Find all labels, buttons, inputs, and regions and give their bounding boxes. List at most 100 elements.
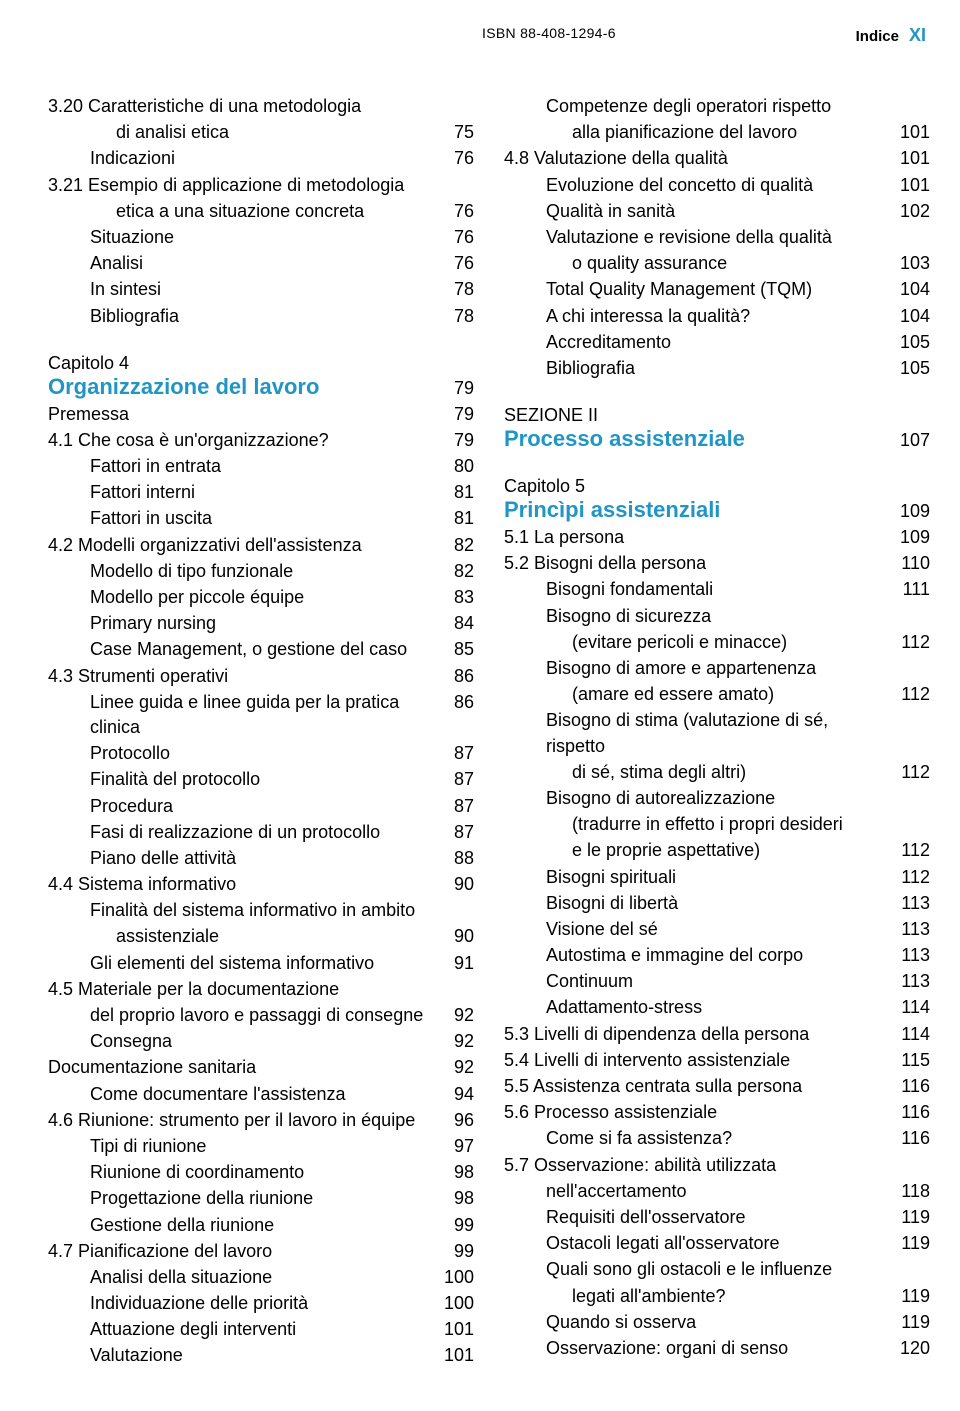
toc-entry: del proprio lavoro e passaggi di consegn… — [48, 1003, 474, 1028]
toc-entry-page: 81 — [432, 480, 474, 505]
toc-entry-page: 78 — [432, 304, 474, 329]
toc-entry-page: 94 — [432, 1082, 474, 1107]
toc-entry: A chi interessa la qualità?104 — [504, 304, 930, 329]
toc-entry-label: Bisogno di stima (valutazione di sé, ris… — [546, 708, 888, 758]
toc-entry: Bisogno di amore e appartenenza — [504, 656, 930, 681]
toc-entry-label: Qualità in sanità — [546, 199, 888, 224]
toc-entry: Continuum113 — [504, 969, 930, 994]
toc-entry-label: Bisogno di amore e appartenenza — [546, 656, 888, 681]
toc-entry: (evitare pericoli e minacce)112 — [504, 630, 930, 655]
toc-entry: Modello per piccole équipe83 — [48, 585, 474, 610]
toc-entry-label: e le proprie aspettative) — [572, 838, 888, 863]
toc-entry-page: 75 — [432, 120, 474, 145]
toc-entry-label: di sé, stima degli altri) — [572, 760, 888, 785]
toc-entry: Gestione della riunione99 — [48, 1213, 474, 1238]
toc-entry-page: 79 — [432, 402, 474, 427]
chapter-label: Capitolo 4 — [48, 353, 474, 374]
toc-entry-label: Come si fa assistenza? — [546, 1126, 888, 1151]
toc-entry-label: Primary nursing — [90, 611, 432, 636]
chapter-title-page: 79 — [454, 378, 474, 399]
toc-entry: 3.20 Caratteristiche di una metodologia — [48, 94, 474, 119]
toc-entry: Bisogni fondamentali111 — [504, 577, 930, 602]
toc-entry-page: 90 — [432, 872, 474, 897]
toc-entry: 4.1 Che cosa è un'organizzazione?79 — [48, 428, 474, 453]
toc-entry-page: 97 — [432, 1134, 474, 1159]
toc-entry-label: Total Quality Management (TQM) — [546, 277, 888, 302]
toc-entry-label: Protocollo — [90, 741, 432, 766]
toc-entry: legati all'ambiente?119 — [504, 1284, 930, 1309]
toc-entry-page: 86 — [432, 690, 474, 715]
toc-entry-page: 92 — [432, 1055, 474, 1080]
toc-entry-label: Ostacoli legati all'osservatore — [546, 1231, 888, 1256]
toc-entry-page: 118 — [888, 1179, 930, 1204]
toc-entry-page: 90 — [432, 924, 474, 949]
toc-entry: Fattori in entrata80 — [48, 454, 474, 479]
toc-entry-page: 76 — [432, 225, 474, 250]
toc-entry: Consegna92 — [48, 1029, 474, 1054]
toc-entry-label: Quali sono gli ostacoli e le influenze — [546, 1257, 888, 1282]
toc-entry-label: Fattori interni — [90, 480, 432, 505]
toc-entry: Indicazioni76 — [48, 146, 474, 171]
section-label: SEZIONE II — [504, 405, 930, 426]
toc-entry-label: Bisogno di sicurezza — [546, 604, 888, 629]
toc-entry-label: alla pianificazione del lavoro — [572, 120, 888, 145]
toc-entry-page: 87 — [432, 820, 474, 845]
toc-entry: 5.3 Livelli di dipendenza della persona1… — [504, 1022, 930, 1047]
toc-entry-page: 99 — [432, 1213, 474, 1238]
toc-entry: 4.2 Modelli organizzativi dell'assistenz… — [48, 533, 474, 558]
toc-entry: Progettazione della riunione98 — [48, 1186, 474, 1211]
toc-entry-label: Analisi — [90, 251, 432, 276]
chapter-title-text: Organizzazione del lavoro — [48, 374, 319, 400]
toc-entry-label: Accreditamento — [546, 330, 888, 355]
toc-entry-label: legati all'ambiente? — [572, 1284, 888, 1309]
toc-entry-page: 79 — [432, 428, 474, 453]
toc-entry-page: 78 — [432, 277, 474, 302]
toc-entry-page: 111 — [888, 577, 930, 602]
toc-entry-label: 5.4 Livelli di intervento assistenziale — [504, 1048, 888, 1073]
toc-columns: 3.20 Caratteristiche di una metodologia d… — [48, 94, 930, 1370]
toc-entry-label: 4.3 Strumenti operativi — [48, 664, 432, 689]
toc-entry-page: 119 — [888, 1205, 930, 1230]
toc-entry: Analisi76 — [48, 251, 474, 276]
toc-entry: Total Quality Management (TQM)104 — [504, 277, 930, 302]
toc-entry-label: 5.3 Livelli di dipendenza della persona — [504, 1022, 888, 1047]
toc-entry-page: 102 — [888, 199, 930, 224]
toc-entry: Competenze degli operatori rispetto — [504, 94, 930, 119]
toc-entry-page: 100 — [432, 1291, 474, 1316]
toc-entry-page: 92 — [432, 1003, 474, 1028]
toc-entry-label: 5.7 Osservazione: abilità utilizzata — [504, 1153, 888, 1178]
toc-entry-page: 86 — [432, 664, 474, 689]
toc-entry-page: 101 — [888, 120, 930, 145]
toc-entry: Linee guida e linee guida per la pratica… — [48, 690, 474, 740]
toc-entry: (tradurre in effetto i propri desideri — [504, 812, 930, 837]
page-header: ISBN 88-408-1294-6 Indice XI — [48, 25, 930, 46]
toc-entry-page: 98 — [432, 1186, 474, 1211]
toc-entry-label: del proprio lavoro e passaggi di consegn… — [90, 1003, 432, 1028]
toc-entry-page: 115 — [888, 1048, 930, 1073]
chapter-title: Organizzazione del lavoro 79 — [48, 374, 474, 400]
toc-entry-label: Consegna — [90, 1029, 432, 1054]
toc-entry-page: 101 — [432, 1343, 474, 1368]
toc-entry: 3.21 Esempio di applicazione di metodolo… — [48, 173, 474, 198]
toc-entry-label: 3.20 Caratteristiche di una metodologia — [48, 94, 432, 119]
toc-entry-label: Bibliografia — [546, 356, 888, 381]
toc-entry-page: 91 — [432, 951, 474, 976]
toc-entry-label: Riunione di coordinamento — [90, 1160, 432, 1185]
toc-entry-label: Fasi di realizzazione di un protocollo — [90, 820, 432, 845]
toc-entry-label: 4.7 Pianificazione del lavoro — [48, 1239, 432, 1264]
toc-entry: 5.6 Processo assistenziale116 — [504, 1100, 930, 1125]
toc-entry-page: 87 — [432, 741, 474, 766]
toc-entry: Individuazione delle priorità100 — [48, 1291, 474, 1316]
toc-entry-label: 4.6 Riunione: strumento per il lavoro in… — [48, 1108, 432, 1133]
toc-entry-label: Indicazioni — [90, 146, 432, 171]
isbn-text: ISBN 88-408-1294-6 — [482, 25, 616, 41]
toc-entry-label: Valutazione e revisione della qualità — [546, 225, 888, 250]
toc-entry: 4.4 Sistema informativo90 — [48, 872, 474, 897]
toc-entry: Visione del sé113 — [504, 917, 930, 942]
toc-entry-page: 105 — [888, 356, 930, 381]
toc-entry-label: Bisogni fondamentali — [546, 577, 888, 602]
toc-entry-page: 87 — [432, 767, 474, 792]
toc-entry-label: Procedura — [90, 794, 432, 819]
toc-entry-label: Fattori in uscita — [90, 506, 432, 531]
toc-entry-label: Gli elementi del sistema informativo — [90, 951, 432, 976]
